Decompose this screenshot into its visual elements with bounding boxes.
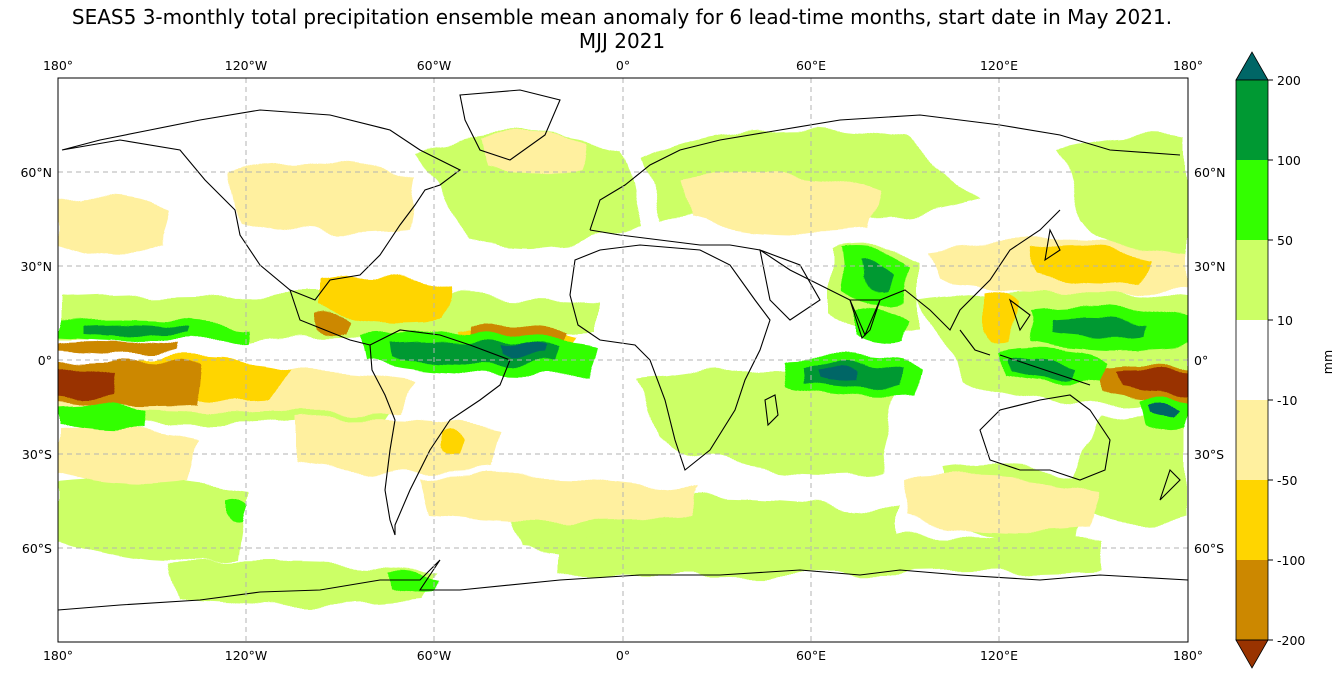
lon-tick-label: 120°W [225, 58, 267, 73]
colorbar-frame [1235, 79, 1269, 641]
lon-tick-label: 180° [1173, 58, 1203, 73]
lon-ticks-top: 180° 120°W 60°W 0° 60°E 120°E 180° [43, 58, 1203, 73]
chart-title: SEAS5 3-monthly total precipitation ense… [71, 5, 1173, 29]
map-frame [57, 77, 1189, 643]
colorbar-segment [1236, 160, 1268, 240]
colorbar-segment [1236, 240, 1268, 320]
lon-tick-label: 180° [43, 648, 73, 663]
lon-tick-label: 120°W [225, 648, 267, 663]
colorbar-tick-label: -50 [1277, 473, 1297, 488]
colorbar-tick-label: -10 [1277, 393, 1297, 408]
lon-tick-label: 60°E [796, 58, 826, 73]
colorbar-tick-label: 50 [1277, 233, 1293, 248]
colorbar-segment [1236, 560, 1268, 640]
colorbar: 200 100 50 10 -10 -50 -100 -200 mm [1235, 51, 1335, 669]
colorbar-tick-label: -100 [1277, 553, 1305, 568]
chart-subtitle: MJJ 2021 [578, 29, 666, 53]
colorbar-extend-bottom [1235, 639, 1269, 669]
lon-tick-label: 180° [1173, 648, 1203, 663]
lon-tick-label: 0° [616, 58, 630, 73]
lat-tick-label: 30°S [1194, 447, 1224, 462]
colorbar-ticks [1268, 79, 1273, 641]
lat-ticks-right: 60°N 30°N 0° 30°S 60°S [1194, 165, 1226, 556]
colorbar-label: mm [1320, 350, 1335, 374]
lat-tick-label: 60°S [1194, 541, 1224, 556]
lat-tick-label: 30°N [20, 259, 52, 274]
lat-ticks-left: 60°N 30°N 0° 30°S 60°S [20, 165, 52, 556]
lon-tick-label: 0° [616, 648, 630, 663]
colorbar-tick-label: -200 [1277, 633, 1305, 648]
colorbar-extend-top [1235, 51, 1269, 81]
lat-tick-label: 60°S [22, 541, 52, 556]
coastlines [58, 89, 1188, 611]
anomaly-fields [58, 128, 1188, 605]
lon-tick-label: 60°W [417, 58, 452, 73]
colorbar-tick-label: 10 [1277, 313, 1293, 328]
colorbar-segment [1236, 400, 1268, 480]
gridlines [58, 78, 1188, 642]
map-plot-area [57, 77, 1189, 643]
colorbar-segment [1236, 80, 1268, 160]
lat-tick-label: 30°N [1194, 259, 1226, 274]
colorbar-tick-label: 100 [1277, 153, 1301, 168]
colorbar-segment [1236, 320, 1268, 400]
lon-tick-label: 180° [43, 58, 73, 73]
lat-tick-label: 60°N [20, 165, 52, 180]
lon-tick-label: 60°W [417, 648, 452, 663]
lat-tick-label: 30°S [22, 447, 52, 462]
lat-tick-label: 0° [38, 353, 52, 368]
lon-tick-label: 120°E [980, 58, 1018, 73]
lon-ticks-bottom: 180° 120°W 60°W 0° 60°E 120°E 180° [43, 648, 1203, 663]
lat-tick-label: 0° [1194, 353, 1208, 368]
colorbar-tick-label: 200 [1277, 73, 1301, 88]
lon-tick-label: 120°E [980, 648, 1018, 663]
lon-tick-label: 60°E [796, 648, 826, 663]
lat-tick-label: 60°N [1194, 165, 1226, 180]
colorbar-segment [1236, 480, 1268, 560]
